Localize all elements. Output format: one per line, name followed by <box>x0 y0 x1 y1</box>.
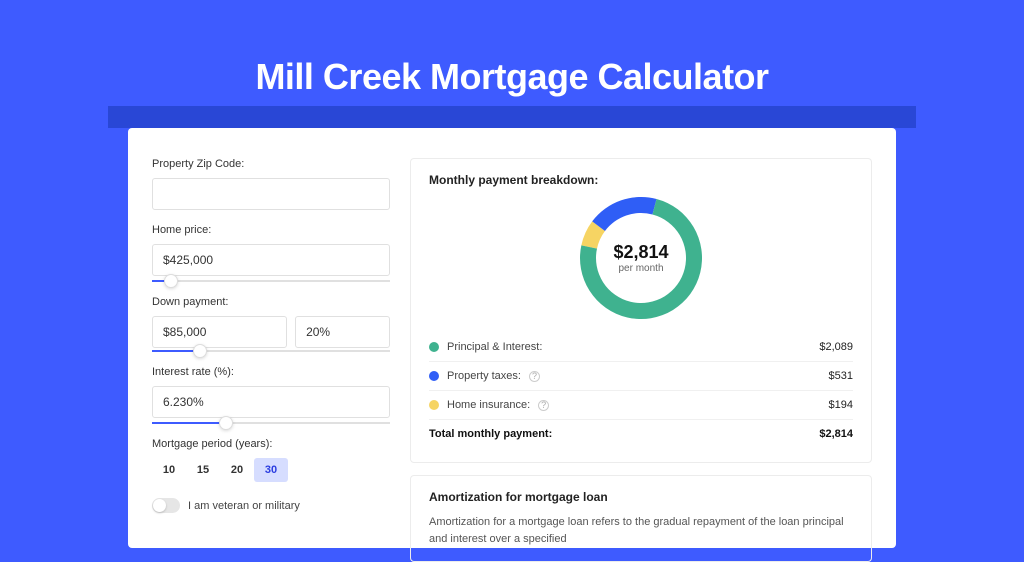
toggle-knob <box>153 499 166 512</box>
price-slider-thumb[interactable] <box>164 274 178 288</box>
down-amount-input[interactable] <box>152 316 287 348</box>
period-btn-10[interactable]: 10 <box>152 458 186 482</box>
amortization-panel: Amortization for mortgage loan Amortizat… <box>410 475 872 562</box>
breakdown-label: Property taxes: <box>447 370 521 382</box>
period-label: Mortgage period (years): <box>152 438 390 450</box>
period-options: 10152030 <box>152 458 390 482</box>
page-title: Mill Creek Mortgage Calculator <box>0 56 1024 98</box>
period-btn-30[interactable]: 30 <box>254 458 288 482</box>
rate-label: Interest rate (%): <box>152 366 390 378</box>
total-label: Total monthly payment: <box>429 428 552 440</box>
breakdown-panel: Monthly payment breakdown: $2,814 per mo… <box>410 158 872 463</box>
down-slider-thumb[interactable] <box>193 344 207 358</box>
period-btn-15[interactable]: 15 <box>186 458 220 482</box>
donut-sub: per month <box>618 263 663 274</box>
rate-slider-thumb[interactable] <box>219 416 233 430</box>
total-row: Total monthly payment: $2,814 <box>429 419 853 448</box>
results-column: Monthly payment breakdown: $2,814 per mo… <box>410 158 872 548</box>
price-slider[interactable] <box>152 280 390 282</box>
zip-input[interactable] <box>152 178 390 210</box>
breakdown-row: Property taxes:? $531 <box>429 361 853 390</box>
price-label: Home price: <box>152 224 390 236</box>
breakdown-label: Home insurance: <box>447 399 530 411</box>
total-amount: $2,814 <box>819 428 853 440</box>
calculator-card: Property Zip Code: Home price: Down paym… <box>128 128 896 548</box>
down-label: Down payment: <box>152 296 390 308</box>
info-icon[interactable]: ? <box>538 400 549 411</box>
info-icon[interactable]: ? <box>529 371 540 382</box>
amortization-text: Amortization for a mortgage loan refers … <box>429 514 853 547</box>
breakdown-row: Home insurance:? $194 <box>429 390 853 419</box>
zip-label: Property Zip Code: <box>152 158 390 170</box>
veteran-label: I am veteran or military <box>188 500 300 512</box>
donut-chart: $2,814 per month <box>580 197 702 319</box>
rate-input[interactable] <box>152 386 390 418</box>
legend-dot <box>429 371 439 381</box>
breakdown-label: Principal & Interest: <box>447 341 542 353</box>
breakdown-amount: $531 <box>829 370 853 382</box>
header-band <box>108 106 916 128</box>
breakdown-amount: $2,089 <box>819 341 853 353</box>
legend-dot <box>429 400 439 410</box>
veteran-toggle[interactable] <box>152 498 180 513</box>
price-input[interactable] <box>152 244 390 276</box>
down-slider[interactable] <box>152 350 390 352</box>
breakdown-title: Monthly payment breakdown: <box>429 173 853 187</box>
legend-dot <box>429 342 439 352</box>
donut-amount: $2,814 <box>613 242 668 263</box>
form-column: Property Zip Code: Home price: Down paym… <box>152 158 390 548</box>
breakdown-row: Principal & Interest: $2,089 <box>429 333 853 361</box>
down-pct-input[interactable] <box>295 316 390 348</box>
amortization-title: Amortization for mortgage loan <box>429 490 853 504</box>
breakdown-amount: $194 <box>829 399 853 411</box>
rate-slider[interactable] <box>152 422 390 424</box>
period-btn-20[interactable]: 20 <box>220 458 254 482</box>
